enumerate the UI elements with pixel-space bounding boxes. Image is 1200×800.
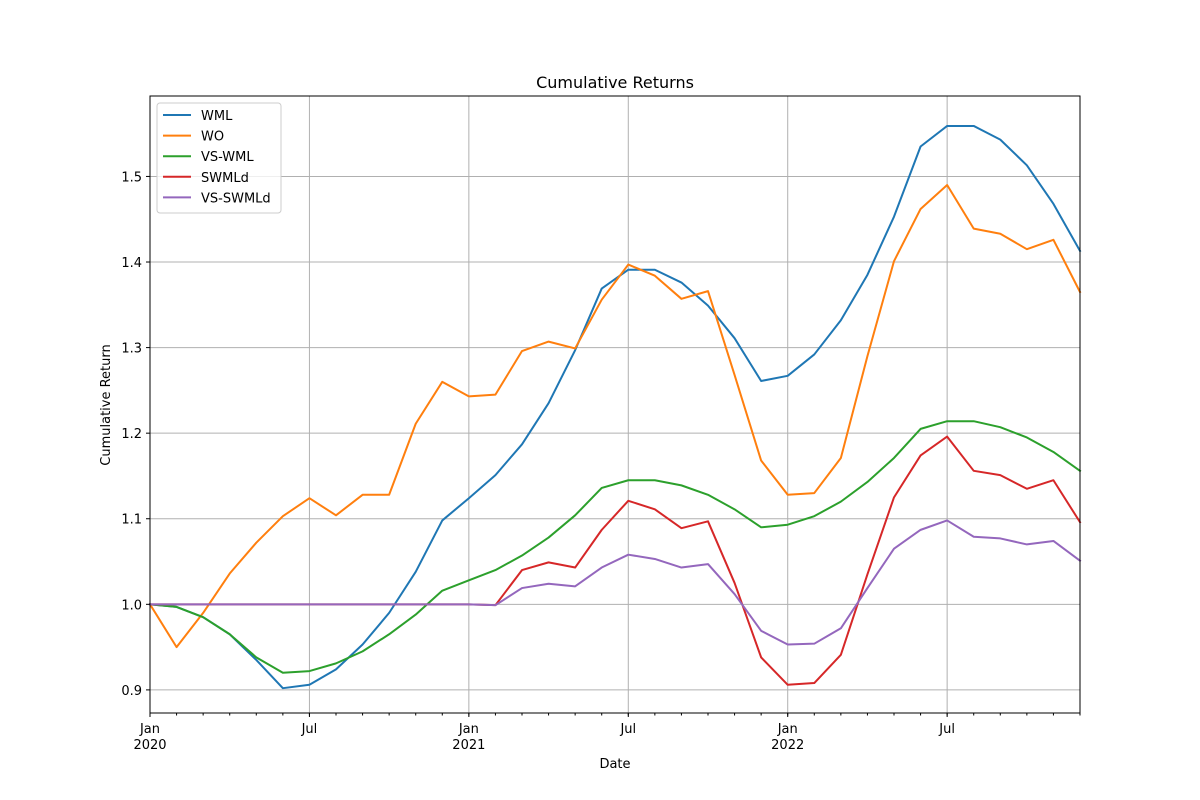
series-line-wo — [148, 184, 1082, 649]
series-line-vs-swmld — [149, 519, 1082, 646]
y-tick-label: 1.2 — [121, 427, 142, 442]
series-line-vs-wml — [148, 420, 1082, 674]
legend-box — [156, 102, 282, 214]
legend-label: SWMLd — [201, 171, 249, 186]
legend: WML WO VS-WML SWMLd VS-SWMLd — [156, 102, 282, 214]
legend-label: WML — [201, 109, 233, 124]
y-tick-label: 1.3 — [121, 342, 142, 357]
y-axis-label: Cumulative Return — [99, 344, 114, 465]
legend-label: WO — [201, 130, 224, 145]
legend-label: VS-WML — [201, 150, 254, 165]
x-tick-label: Jul — [301, 722, 318, 737]
x-tick-label: Jul — [619, 722, 636, 737]
y-tick-label: 1.0 — [121, 598, 142, 613]
x-tick-label: Jan — [777, 722, 798, 737]
y-tick-label: 0.9 — [121, 684, 142, 699]
x-tick-year-label: 2022 — [771, 738, 804, 753]
series-line-wml — [148, 124, 1082, 690]
x-axis-label: Date — [599, 757, 630, 772]
x-tick-label: Jul — [938, 722, 955, 737]
y-tick-label: 1.1 — [121, 513, 142, 528]
y-tick-label: 1.5 — [121, 170, 142, 185]
x-tick-label: Jan — [458, 722, 479, 737]
x-tick-year-label: 2020 — [133, 738, 166, 753]
series-lines — [148, 124, 1082, 690]
x-tick-year-label: 2021 — [452, 738, 485, 753]
x-tick-label: Jan — [139, 722, 160, 737]
plot-frame — [149, 95, 1081, 714]
y-tick-label: 1.4 — [121, 256, 142, 271]
chart-title: Cumulative Returns — [536, 73, 694, 92]
legend-label: VS-SWMLd — [201, 191, 271, 206]
